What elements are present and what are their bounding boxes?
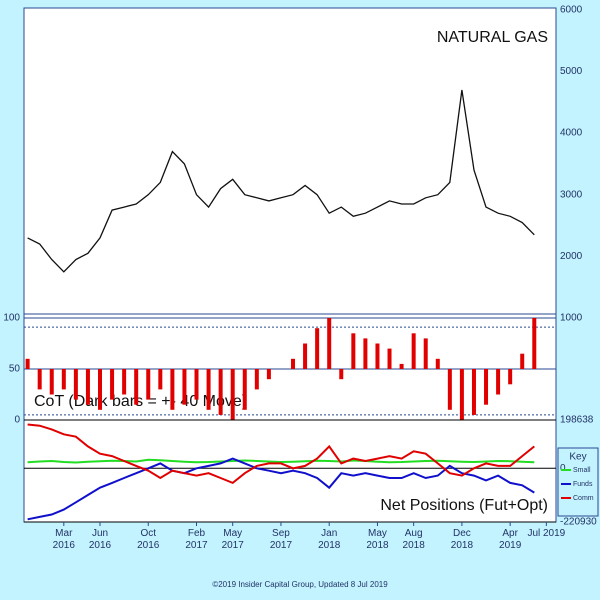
- bar: [182, 369, 187, 405]
- bar: [508, 369, 513, 385]
- bar: [37, 369, 42, 390]
- x-tick-label: Feb 2017: [185, 528, 208, 551]
- bar: [98, 369, 102, 410]
- bar: [471, 369, 476, 415]
- cot-panel: [23, 313, 557, 421]
- bar: [49, 369, 54, 395]
- y-tick-label: 0: [560, 463, 566, 474]
- bar: [122, 369, 127, 395]
- series-line: [27, 89, 535, 273]
- bar: [387, 348, 392, 369]
- x-tick-label: Dec 2018: [450, 528, 474, 551]
- x-tick-label: Sep 2017: [269, 528, 293, 551]
- y-tick-label: 5000: [560, 66, 583, 77]
- y-tick-label: -220930: [560, 517, 597, 528]
- bar: [61, 369, 66, 390]
- bar: [85, 369, 90, 405]
- bar: [170, 369, 175, 410]
- x-tick-label: Oct 2016: [137, 528, 160, 551]
- bar: [375, 343, 380, 369]
- legend-label: Small: [573, 467, 591, 474]
- bar: [459, 369, 464, 420]
- bar: [303, 343, 308, 369]
- bar: [447, 369, 452, 410]
- legend-label: Funds: [573, 481, 593, 488]
- bar: [363, 338, 368, 369]
- bar: [242, 369, 247, 410]
- bar: [230, 369, 235, 420]
- bar: [435, 358, 440, 369]
- x-tick-label: Jul 2019: [527, 528, 566, 539]
- bar: [254, 369, 259, 390]
- bar: [291, 358, 296, 369]
- bar: [206, 369, 211, 410]
- x-tick-label: May 2017: [221, 528, 244, 551]
- y-tick-label: 6000: [560, 4, 583, 15]
- x-tick-label: Mar 2016: [52, 528, 75, 551]
- chart-title: NATURAL GAS: [437, 29, 548, 46]
- legend-label: Comm: [573, 495, 594, 502]
- legend-box: [557, 447, 599, 517]
- bar: [134, 369, 139, 405]
- bar: [315, 328, 320, 369]
- net-title: Net Positions (Fut+Opt): [380, 497, 548, 514]
- bar: [146, 369, 151, 400]
- series-line: [27, 457, 535, 521]
- bar: [339, 369, 344, 380]
- y-tick-label: 0: [14, 415, 20, 426]
- y-tick-label: 2000: [560, 251, 583, 262]
- y-tick-label: 3000: [560, 189, 583, 200]
- y-tick-label: 198638: [560, 415, 594, 426]
- x-tick-label: Apr 2019: [499, 528, 522, 551]
- series-line: [27, 458, 535, 464]
- bar: [411, 333, 416, 369]
- bar: [520, 353, 525, 369]
- x-tick-label: Aug 2018: [402, 528, 425, 551]
- y-tick-label: 1000: [560, 313, 583, 324]
- bar: [218, 369, 223, 415]
- y-tick-label: 100: [3, 313, 20, 324]
- bar: [266, 369, 271, 380]
- x-tick-label: Jun 2016: [88, 528, 112, 551]
- x-tick-label: Jan 2018: [318, 528, 341, 551]
- bar: [25, 358, 30, 369]
- bar: [496, 369, 501, 395]
- bar: [73, 369, 78, 400]
- y-tick-label: 50: [9, 364, 21, 375]
- bar: [327, 318, 332, 369]
- legend-title: Key: [569, 452, 586, 463]
- bar: [158, 369, 163, 390]
- cot-title: CoT (Dark bars = +- 40 Move): [34, 393, 247, 410]
- bar: [399, 363, 404, 369]
- bar: [110, 369, 115, 400]
- price-panel: [23, 7, 557, 315]
- bar: [484, 369, 489, 405]
- series-line: [27, 423, 535, 485]
- bar: [351, 333, 356, 369]
- bar: [532, 318, 537, 369]
- y-tick-label: 4000: [560, 128, 583, 139]
- bar: [194, 369, 199, 400]
- x-tick-label: May 2018: [366, 528, 389, 551]
- bar: [423, 338, 428, 369]
- footer: ©2019 Insider Capital Group, Updated 8 J…: [212, 580, 388, 589]
